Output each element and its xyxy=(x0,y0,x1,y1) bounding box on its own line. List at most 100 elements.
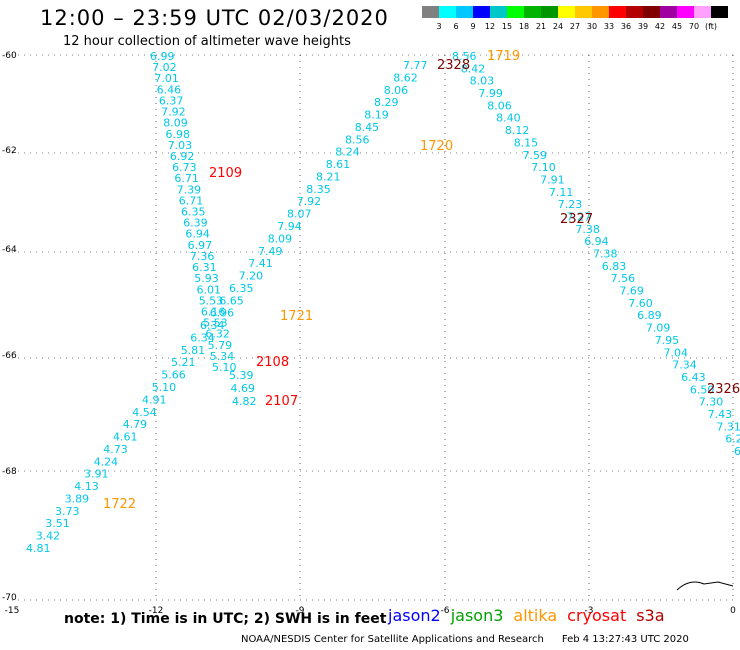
color-scale-label: 15 xyxy=(501,22,513,31)
color-scale-label: 3 xyxy=(436,22,442,31)
latitude-tick-label: -68 xyxy=(2,467,17,477)
swh-value: 3.89 xyxy=(65,493,90,506)
latitude-tick-label: -70 xyxy=(2,593,17,603)
swh-value: 4.69 xyxy=(231,382,256,395)
color-scale-label: 24 xyxy=(552,22,564,31)
page-title: 12:00 – 23:59 UTC 02/03/2020 xyxy=(40,6,389,30)
swh-value: 7.36 xyxy=(190,250,215,263)
swh-values: 6.997.027.016.466.377.928.096.987.036.92… xyxy=(26,50,740,555)
swh-value: 7.91 xyxy=(540,173,565,186)
color-swatch xyxy=(643,6,660,18)
swh-value: 7.20 xyxy=(239,270,264,283)
color-scale-label: 45 xyxy=(671,22,683,31)
swh-value: 4.61 xyxy=(113,431,138,444)
swh-value: 8.07 xyxy=(287,208,312,221)
pass-time-label: 2328 xyxy=(437,58,470,73)
swh-value: 4.82 xyxy=(232,395,257,408)
color-scale-label: 70 xyxy=(688,22,700,31)
swh-value: 7.39 xyxy=(177,183,202,196)
color-swatch xyxy=(677,6,694,18)
swh-value: 6.92 xyxy=(170,150,195,163)
swh-value: 5.66 xyxy=(161,369,186,382)
color-scale-label: 33 xyxy=(603,22,615,31)
swh-value: 7.99 xyxy=(478,87,503,100)
color-scale-label: 36 xyxy=(620,22,632,31)
color-swatch xyxy=(694,6,711,18)
swh-value: 8.21 xyxy=(316,171,341,184)
mission-jason3: jason3 xyxy=(450,606,504,625)
swh-value: 4.24 xyxy=(94,455,119,468)
swh-value: 7.02 xyxy=(152,61,177,74)
swh-value: 8.06 xyxy=(384,84,409,97)
longitude-tick-label: -9 xyxy=(296,606,305,616)
swh-value: 6.65 xyxy=(219,294,244,307)
swh-value: 6.31 xyxy=(192,261,217,274)
longitude-tick-label: -6 xyxy=(441,606,450,616)
swh-value: 5.81 xyxy=(181,344,206,357)
color-swatch xyxy=(660,6,677,18)
swh-value: 5.10 xyxy=(152,381,177,394)
swh-value: 6.46 xyxy=(157,83,182,96)
swh-value: 5.10 xyxy=(212,361,237,374)
coastline xyxy=(676,581,734,591)
swh-value: 5.53 xyxy=(203,317,228,330)
longitude-tick-label: -3 xyxy=(585,606,594,616)
color-scale-label: 39 xyxy=(637,22,649,31)
swh-value: 3.91 xyxy=(84,468,109,481)
map-grid xyxy=(12,54,734,601)
swh-value: 7.04 xyxy=(664,346,689,359)
swh-value: 4.54 xyxy=(132,406,157,419)
swh-value: 4.81 xyxy=(26,542,51,555)
swh-value: 7.11 xyxy=(549,186,574,199)
swh-value: 4.91 xyxy=(142,393,167,406)
longitude-tick-label: 0 xyxy=(730,606,736,616)
latitude-tick-label: -66 xyxy=(2,351,17,361)
swh-value: 7.92 xyxy=(297,195,322,208)
swh-value: 7.94 xyxy=(277,220,302,233)
swh-value: 8.19 xyxy=(364,109,389,122)
swh-value: 7.31 xyxy=(716,420,740,433)
mission-jason2: jason2 xyxy=(388,606,441,625)
swh-value: 7.49 xyxy=(258,245,283,258)
latitude-tick-label: -62 xyxy=(2,146,17,156)
swh-value: 6.83 xyxy=(602,260,627,273)
swh-value: 3.73 xyxy=(55,505,80,518)
color-swatch xyxy=(711,6,728,18)
swh-value: 6.96 xyxy=(210,307,235,320)
swh-value: 5.93 xyxy=(194,272,219,285)
pass-time-label: 2327 xyxy=(560,212,593,227)
page-subtitle: 12 hour collection of altimeter wave hei… xyxy=(63,34,351,49)
swh-value: 8.56 xyxy=(452,50,477,63)
pass-time-labels: 1719 2328 1720 2109 2327 1721 2108 2326 2107 1722 xyxy=(103,49,740,512)
latitude-tick-label: -60 xyxy=(2,51,17,61)
color-swatch xyxy=(456,6,473,18)
swh-value: 7.41 xyxy=(248,257,272,270)
swh-value: 8.09 xyxy=(163,117,188,130)
swh-value: 4.13 xyxy=(74,480,99,493)
swh-value: 7.23 xyxy=(558,198,583,211)
swh-value: 7.95 xyxy=(655,334,680,347)
swh-value: 7.38 xyxy=(575,223,600,236)
color-scale-label: 21 xyxy=(535,22,547,31)
color-swatch xyxy=(609,6,626,18)
pass-time-label: 1722 xyxy=(103,497,136,512)
swh-value: 7.30 xyxy=(699,396,724,409)
color-swatch xyxy=(558,6,575,18)
color-scale-label: 9 xyxy=(470,22,476,31)
swh-value: 7.92 xyxy=(161,106,186,119)
swh-value: 6.98 xyxy=(166,128,191,141)
pass-time-label: 1721 xyxy=(280,309,313,324)
pass-time-label: 2108 xyxy=(256,355,289,370)
swh-value: 7.43 xyxy=(708,408,733,421)
swh-value: 7.77 xyxy=(403,59,428,72)
mission-cryosat: cryosat xyxy=(567,606,627,625)
swh-value: 8.40 xyxy=(496,112,520,125)
color-swatch xyxy=(524,6,541,18)
swh-value: 5.39 xyxy=(229,369,254,382)
swh-value: 8.24 xyxy=(335,146,360,159)
swh-value: 8.15 xyxy=(514,136,539,149)
swh-value: 6.34 xyxy=(190,332,215,345)
swh-value: 8.56 xyxy=(345,133,370,146)
swh-value: 5.53 xyxy=(199,294,224,307)
swh-value: 7.27 xyxy=(567,211,592,224)
